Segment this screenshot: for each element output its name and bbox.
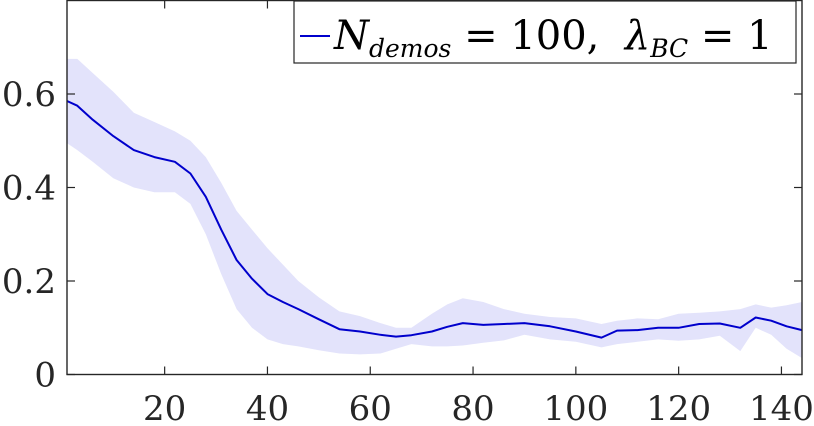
mean-line: [66, 100, 803, 339]
x-axis-tick-labels: 20 40 60 80 100 120 140: [143, 389, 814, 426]
legend-equals-100: = 100,: [451, 13, 624, 59]
legend-label: Ndemos = 100, λBC = 1: [333, 13, 773, 63]
confidence-band: [67, 58, 802, 359]
x-tick-label: 140: [749, 389, 814, 426]
legend-box: [293, 0, 797, 64]
x-tick-label: 20: [143, 389, 186, 426]
x-tick-label: 40: [246, 389, 289, 426]
legend-symbol-n: N: [333, 13, 371, 59]
x-tick-label: 120: [646, 389, 711, 426]
confidence-band-layer: [67, 58, 802, 359]
y-tick-label: 0: [34, 356, 56, 396]
y-tick-label: 0.2: [2, 262, 56, 302]
x-tick-label: 60: [349, 389, 392, 426]
x-tick-label: 100: [543, 389, 608, 426]
y-axis-tick-labels: 0 0.2 0.4 0.6: [2, 75, 56, 396]
legend-subscript-bc: BC: [649, 34, 688, 63]
x-tick-label: 80: [451, 389, 494, 426]
legend-subscript-demos: demos: [369, 34, 451, 63]
series-line-layer: [66, 100, 803, 339]
legend: Ndemos = 100, λBC = 1: [293, 0, 797, 64]
y-tick-label: 0.6: [2, 75, 56, 115]
y-tick-label: 0.4: [2, 169, 56, 209]
legend-equals-1: = 1: [688, 13, 772, 59]
legend-symbol-lambda: λ: [623, 13, 650, 59]
